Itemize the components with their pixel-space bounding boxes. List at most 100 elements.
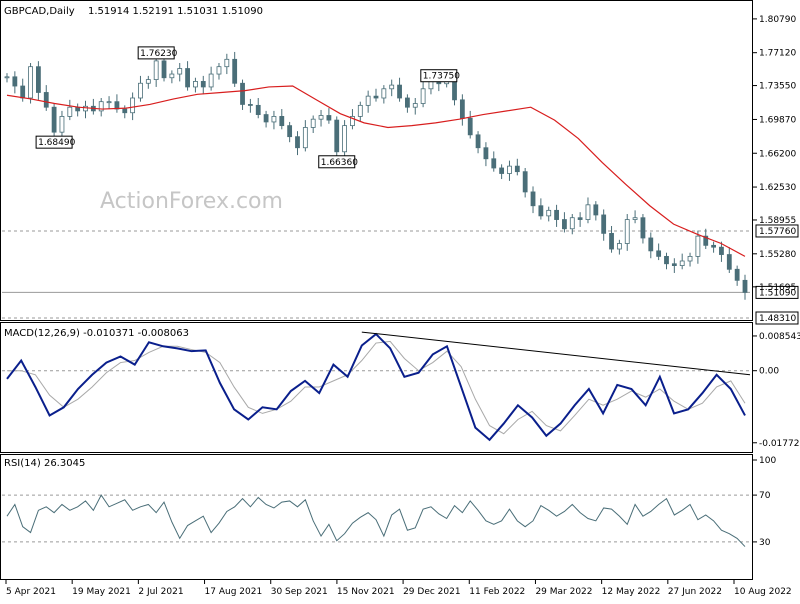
price-ytick-label: 1.80790 <box>759 15 796 25</box>
price-candle-body <box>130 97 136 114</box>
x-tick-label: 12 May 2022 <box>602 587 661 597</box>
price-candle-body <box>28 66 33 99</box>
price-candle-body <box>4 76 10 79</box>
price-candle-body <box>452 81 457 101</box>
price-candle-body <box>679 260 685 267</box>
price-candle-body <box>357 104 363 117</box>
price-ma-line <box>6 85 746 257</box>
x-tick-label: 30 Sep 2021 <box>271 587 328 597</box>
price-ytick-label: 1.55280 <box>759 250 796 260</box>
price-candle-body <box>279 116 285 127</box>
price-candle-body <box>122 108 128 114</box>
price-candle-body <box>138 82 143 99</box>
price-candle-body <box>538 205 544 217</box>
price-candle-body <box>734 268 740 281</box>
price-candle-body <box>577 217 583 220</box>
price-level-label: 1.51090 <box>759 288 796 298</box>
price-candle-body <box>161 60 167 79</box>
rsi-header: RSI(14) 26.3045 <box>4 458 85 469</box>
price-candle-body <box>467 117 473 136</box>
price-ytick-label: 1.58955 <box>759 216 796 226</box>
price-candle-body <box>632 217 638 220</box>
price-candle-body <box>381 88 387 99</box>
rsi-ytick-label: 100 <box>759 456 776 466</box>
price-candle-body <box>507 165 512 174</box>
price-candle-body <box>263 114 269 123</box>
rsi-panel-frame <box>0 454 753 580</box>
price-ytick-label: 1.51695 <box>759 283 796 293</box>
price-ytick-label: 1.77120 <box>759 49 796 59</box>
price-candle-body <box>514 165 520 173</box>
price-candle-body <box>216 66 222 75</box>
price-candle-body <box>624 219 630 244</box>
price-candle-body <box>397 84 402 99</box>
price-annotation-label: 1.73750 <box>423 72 460 82</box>
price-candle-body <box>719 246 724 255</box>
price-candle-body <box>609 232 614 250</box>
price-candle-body <box>664 255 669 265</box>
x-tick-label: 15 Nov 2021 <box>337 587 395 597</box>
rsi-line <box>6 494 746 547</box>
price-candle-body <box>742 279 748 293</box>
macd-y-axis: 0.008543 0.00 -0.017722 <box>753 332 800 449</box>
macd-ytick-label: 0.00 <box>759 367 779 377</box>
price-panel-frame <box>0 0 753 321</box>
price-annotation-box <box>318 155 356 169</box>
price-candle-body <box>302 127 308 149</box>
macd-trendline <box>361 331 751 376</box>
price-candle-body <box>36 66 41 93</box>
price-candle-body <box>640 217 646 239</box>
price-candle-body <box>232 58 238 84</box>
price-candle-body <box>295 136 300 149</box>
price-annotation-label: 1.68490 <box>38 138 75 148</box>
price-candle-body <box>342 125 347 153</box>
rsi-ytick-label: 30 <box>759 538 771 548</box>
price-candle-body <box>475 134 481 149</box>
price-candle-body <box>601 214 607 234</box>
price-ytick-label: 1.69870 <box>759 115 796 125</box>
price-candle-body <box>326 115 332 121</box>
macd-ytick-label: -0.017722 <box>759 439 800 449</box>
price-level-label: 1.57760 <box>759 227 796 237</box>
price-ytick-label: 1.66200 <box>759 149 796 159</box>
price-level-tag <box>755 285 799 299</box>
price-levels: 1.57760 1.51090 1.48310 <box>2 224 799 325</box>
price-candle-body <box>711 244 716 248</box>
price-candle-body <box>593 204 599 216</box>
macd-ytick-label: 0.008543 <box>759 332 800 342</box>
price-candle-body <box>98 101 104 112</box>
price-ytick-label: 1.73550 <box>759 82 796 92</box>
price-candle-body <box>208 73 214 88</box>
price-candle-body <box>546 209 552 217</box>
macd-lines <box>6 331 751 442</box>
price-annotations: 1.76230 1.68490 1.66360 1.73750 <box>35 46 460 169</box>
price-candle-body <box>200 81 206 88</box>
price-header-symbol: GBPCAD,Daily <box>4 6 75 17</box>
price-candle-body <box>350 116 355 127</box>
price-candle-body <box>671 263 677 267</box>
x-tick-label: 17 Aug 2021 <box>205 587 263 597</box>
price-candle-body <box>365 95 371 106</box>
macd-panel-frame <box>0 322 753 453</box>
price-annotation-box <box>137 46 175 60</box>
price-candle-body <box>585 204 591 220</box>
price-candle-body <box>20 85 26 99</box>
price-ytick-label: 1.62530 <box>759 183 796 193</box>
price-candle-body <box>177 68 183 75</box>
price-candle-body <box>83 105 88 112</box>
price-candle-body <box>247 104 253 106</box>
rsi-lines <box>6 494 746 547</box>
x-tick-label: 2 Jul 2021 <box>138 587 183 597</box>
x-axis: 5 Apr 2021 19 May 2021 2 Jul 2021 17 Aug 20… <box>5 580 792 597</box>
price-candle-body <box>287 125 293 138</box>
price-candle-body <box>43 92 49 108</box>
price-candles <box>4 51 748 300</box>
price-candle-body <box>255 104 261 115</box>
price-candle-body <box>169 73 175 79</box>
price-candle-body <box>12 76 18 87</box>
price-candle-body <box>459 99 465 119</box>
x-tick-label: 19 May 2021 <box>72 587 131 597</box>
price-candle-body <box>59 116 65 133</box>
price-candle-body <box>554 209 559 220</box>
